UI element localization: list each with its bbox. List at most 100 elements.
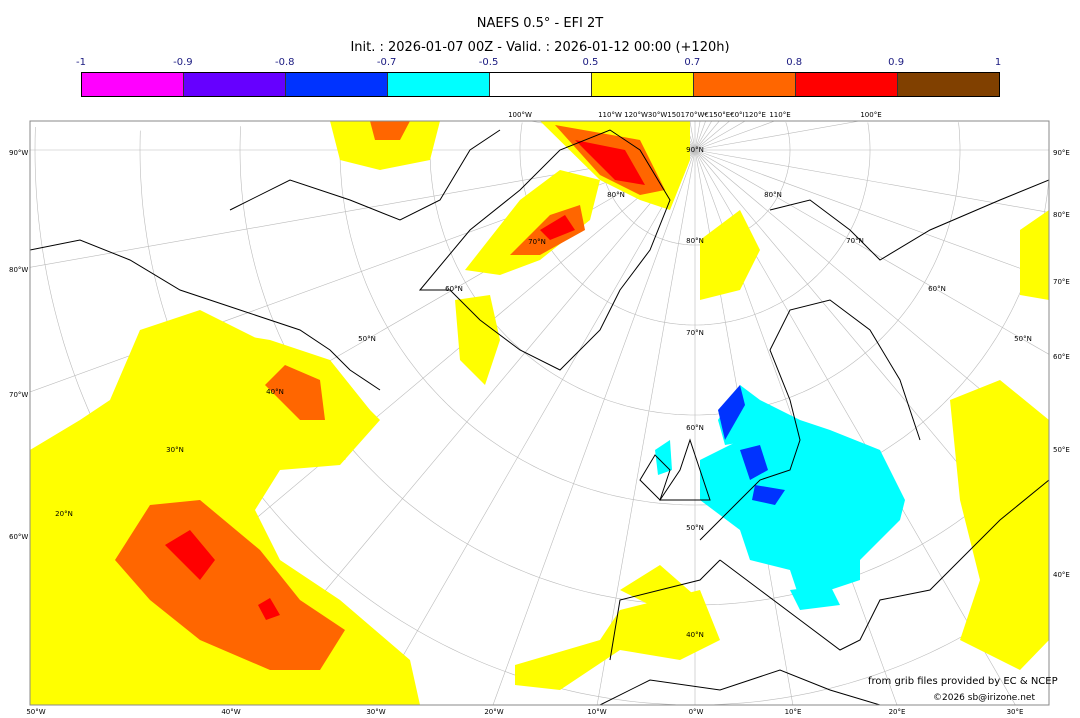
meridian-line bbox=[694, 149, 1049, 213]
map-grid-label: 40°N bbox=[266, 388, 284, 396]
chart-title: NAEFS 0.5° - EFI 2T bbox=[476, 16, 604, 31]
colorbar-segment bbox=[490, 73, 592, 96]
map-grid-label: 10°W bbox=[587, 708, 606, 716]
meridian-line bbox=[694, 121, 746, 151]
map-grid-label: 20°N bbox=[55, 510, 73, 518]
colorbar-tick: -0.9 bbox=[173, 57, 193, 68]
hudson-yellow bbox=[330, 121, 440, 170]
colorbar-segment bbox=[286, 73, 388, 96]
meridian-line bbox=[492, 149, 696, 705]
meridian-line bbox=[689, 121, 696, 151]
map-grid-label: 0°W bbox=[689, 708, 704, 716]
map-grid-label: 30°E bbox=[1007, 708, 1024, 716]
copyright-text: ©2026 sb@irizone.net bbox=[933, 693, 1035, 703]
meridian-line bbox=[694, 121, 712, 151]
meridian-line bbox=[694, 121, 706, 151]
map-grid-label: 100°E bbox=[860, 111, 881, 119]
map-grid-label: 80°N bbox=[764, 191, 782, 199]
east-yellow bbox=[950, 380, 1049, 670]
map-grid-label: 100°W bbox=[508, 111, 532, 119]
map-grid-label: 70°W bbox=[9, 391, 28, 399]
colorbar-tick: -0.7 bbox=[376, 57, 397, 68]
ireland-cyan bbox=[655, 440, 672, 475]
map-grid-label: 70°E bbox=[1053, 278, 1070, 286]
map-grid-label: 40°E bbox=[1053, 571, 1070, 579]
greenland-yellow bbox=[465, 170, 600, 275]
map-grid-label: 50°N bbox=[1014, 335, 1032, 343]
colorbar-segment bbox=[184, 73, 286, 96]
map-grid-label: 10°E bbox=[785, 708, 802, 716]
efi-blue-areas bbox=[718, 385, 785, 505]
norway-blue bbox=[718, 385, 745, 440]
map-grid-label: 50°N bbox=[686, 524, 704, 532]
efi-red-areas bbox=[165, 140, 645, 620]
colorbar-segment bbox=[388, 73, 490, 96]
map-grid-label: 110°W bbox=[598, 111, 622, 119]
colorbar-segment bbox=[82, 73, 184, 96]
map-grid-label: 60°N bbox=[445, 285, 463, 293]
adriatic-cyan bbox=[790, 585, 840, 610]
colorbar-segment bbox=[796, 73, 898, 96]
map-grid-label: 60°N bbox=[686, 424, 704, 432]
atlantic-red bbox=[165, 530, 215, 580]
map-frame bbox=[29, 120, 1050, 706]
map-grid-label: 20°E bbox=[889, 708, 906, 716]
map-labels: 90°W 80°W 70°W 60°W 90°E 80°E 70°E 60°E 50°E 40°E… bbox=[9, 111, 1070, 716]
map-grid-label: 60°W bbox=[9, 533, 28, 541]
map-grid-label: 80°N bbox=[686, 237, 704, 245]
map-grid-label: 50°W bbox=[26, 708, 45, 716]
map-grid-label: 30°N bbox=[166, 446, 184, 454]
atlantic-red-2 bbox=[258, 598, 280, 620]
meridian-line bbox=[694, 149, 1049, 280]
meridian-line bbox=[30, 149, 696, 268]
colorbar bbox=[81, 72, 1000, 97]
chart-subtitle: Init. : 2026-01-07 00Z - Valid. : 2026-0… bbox=[350, 40, 730, 55]
map-grid-label: 20°W bbox=[484, 708, 503, 716]
labrador-orange bbox=[265, 365, 325, 420]
arctic-red bbox=[575, 140, 645, 185]
map-grid-label: 30°W bbox=[366, 708, 385, 716]
map-grid-label: 80°W bbox=[9, 266, 28, 274]
colorbar-tick: 0.5 bbox=[582, 57, 599, 68]
map-grid-label: 70°N bbox=[846, 237, 864, 245]
denmark-blue bbox=[752, 485, 785, 505]
colorbar-tick: 0.7 bbox=[684, 57, 701, 68]
map-grid-label: 60°E bbox=[1053, 353, 1070, 361]
colorbar-tick: 1 bbox=[994, 57, 1002, 68]
colorbar-tick: -0.5 bbox=[478, 57, 499, 68]
map-grid-label: 80°N bbox=[607, 191, 625, 199]
meridian-line bbox=[694, 121, 775, 151]
map-grid-label: 40°N bbox=[686, 631, 704, 639]
map-grid-label: 110°E bbox=[769, 111, 790, 119]
latitude-line bbox=[239, 126, 1049, 606]
map-fields bbox=[30, 121, 1049, 705]
med-yellow bbox=[620, 565, 700, 620]
map-grid-label: 90°E bbox=[1053, 149, 1070, 157]
map-grid-label: 80°E bbox=[1053, 211, 1070, 219]
hudson-orange bbox=[370, 121, 410, 140]
colorbar-tick: -1 bbox=[76, 57, 86, 68]
meridian-line bbox=[374, 149, 696, 705]
map-grid-label: 50°E bbox=[1053, 446, 1070, 454]
colorbar-segment bbox=[592, 73, 694, 96]
colorbar-tick: -0.8 bbox=[275, 57, 295, 68]
baltic-blue bbox=[740, 445, 768, 480]
map-grid-label: 90°N bbox=[686, 146, 704, 154]
greenland-red bbox=[540, 215, 575, 240]
coastlines bbox=[30, 129, 1049, 705]
latitude-line bbox=[429, 122, 961, 416]
meridian-line bbox=[694, 121, 730, 151]
map-grid-label: 70°N bbox=[528, 238, 546, 246]
map-grid-label: 70°N bbox=[686, 329, 704, 337]
meridian-line bbox=[694, 121, 720, 151]
map-grid-label: 40°W bbox=[221, 708, 240, 716]
colorbar-segment bbox=[898, 73, 999, 96]
meridian-line bbox=[596, 149, 696, 705]
map-grid-label: 50°N bbox=[358, 335, 376, 343]
map-grid-label: 60°N bbox=[928, 285, 946, 293]
map-grid-label: 90°W bbox=[9, 149, 28, 157]
svalbard-yellow bbox=[700, 210, 760, 300]
iberia-yellow bbox=[515, 590, 720, 690]
meridian-line bbox=[694, 121, 860, 151]
